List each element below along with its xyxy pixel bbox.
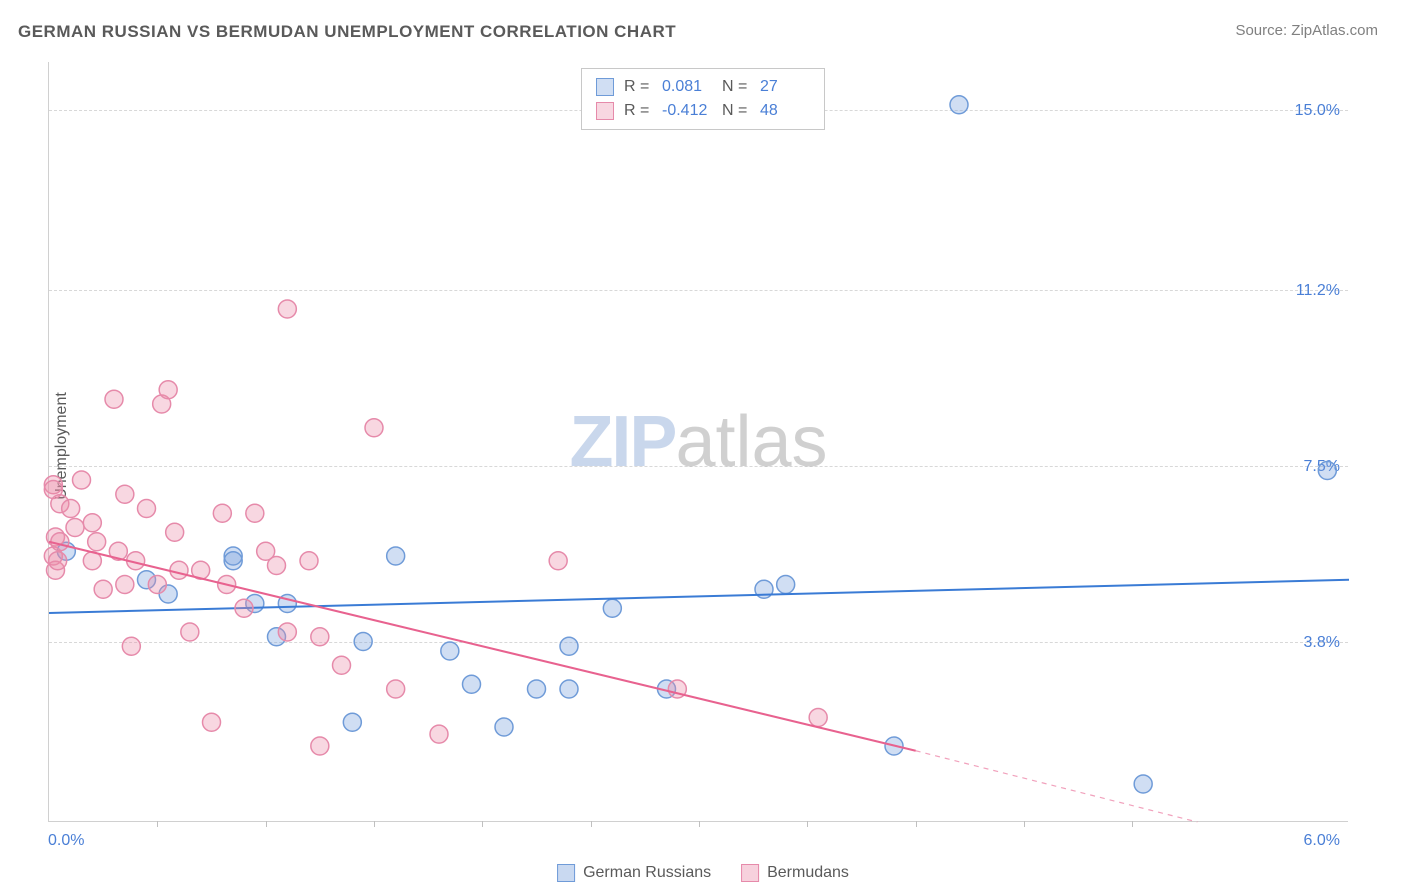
data-point	[83, 514, 101, 532]
x-tick	[157, 821, 158, 827]
data-point	[560, 680, 578, 698]
data-point	[1134, 775, 1152, 793]
data-point	[138, 500, 156, 518]
trend-line	[49, 542, 916, 751]
data-point	[73, 471, 91, 489]
data-point	[387, 680, 405, 698]
x-tick	[374, 821, 375, 827]
data-point	[268, 557, 286, 575]
x-tick	[1024, 821, 1025, 827]
source-attribution: Source: ZipAtlas.com	[1235, 22, 1378, 39]
x-tick	[916, 821, 917, 827]
data-point	[122, 637, 140, 655]
scatter-svg	[49, 62, 1348, 821]
data-point	[88, 533, 106, 551]
x-tick	[482, 821, 483, 827]
data-point	[62, 500, 80, 518]
legend-row: R =-0.412N =48	[596, 99, 810, 123]
data-point	[213, 504, 231, 522]
data-point	[333, 656, 351, 674]
chart-title: GERMAN RUSSIAN VS BERMUDAN UNEMPLOYMENT …	[18, 22, 676, 42]
data-point	[278, 300, 296, 318]
data-point	[528, 680, 546, 698]
data-point	[343, 713, 361, 731]
legend-item: German Russians	[557, 864, 711, 882]
legend-swatch	[741, 864, 759, 882]
data-point	[495, 718, 513, 736]
data-point	[116, 485, 134, 503]
x-tick	[591, 821, 592, 827]
x-tick-label: 6.0%	[1304, 832, 1340, 850]
data-point	[94, 580, 112, 598]
legend-label: German Russians	[583, 864, 711, 882]
data-point	[311, 628, 329, 646]
data-point	[246, 504, 264, 522]
data-point	[354, 633, 372, 651]
x-tick	[699, 821, 700, 827]
legend-swatch	[596, 78, 614, 96]
data-point	[463, 675, 481, 693]
data-point	[950, 96, 968, 114]
data-point	[203, 713, 221, 731]
chart-plot-area: ZIPatlas 3.8%7.5%11.2%15.0%	[48, 62, 1348, 822]
data-point	[387, 547, 405, 565]
data-point	[603, 599, 621, 617]
data-point	[159, 381, 177, 399]
series-legend: German Russians Bermudans	[557, 864, 849, 882]
data-point	[560, 637, 578, 655]
data-point	[1318, 462, 1336, 480]
data-point	[116, 576, 134, 594]
x-tick	[807, 821, 808, 827]
data-point	[105, 390, 123, 408]
data-point	[300, 552, 318, 570]
data-point	[777, 576, 795, 594]
x-tick	[1132, 821, 1133, 827]
data-point	[441, 642, 459, 660]
legend-item: Bermudans	[741, 864, 849, 882]
data-point	[66, 519, 84, 537]
data-point	[430, 725, 448, 743]
data-point	[170, 561, 188, 579]
data-point	[49, 552, 67, 570]
legend-row: R =0.081N =27	[596, 75, 810, 99]
data-point	[809, 709, 827, 727]
data-point	[51, 533, 69, 551]
trend-line-dash	[916, 751, 1198, 822]
data-point	[549, 552, 567, 570]
legend-swatch	[557, 864, 575, 882]
data-point	[235, 599, 253, 617]
legend-swatch	[596, 102, 614, 120]
correlation-legend: R =0.081N =27R =-0.412N =48	[581, 68, 825, 130]
data-point	[311, 737, 329, 755]
data-point	[148, 576, 166, 594]
data-point	[224, 552, 242, 570]
data-point	[181, 623, 199, 641]
data-point	[166, 523, 184, 541]
x-tick	[266, 821, 267, 827]
legend-label: Bermudans	[767, 864, 849, 882]
data-point	[365, 419, 383, 437]
x-tick-label: 0.0%	[48, 832, 84, 850]
data-point	[278, 623, 296, 641]
